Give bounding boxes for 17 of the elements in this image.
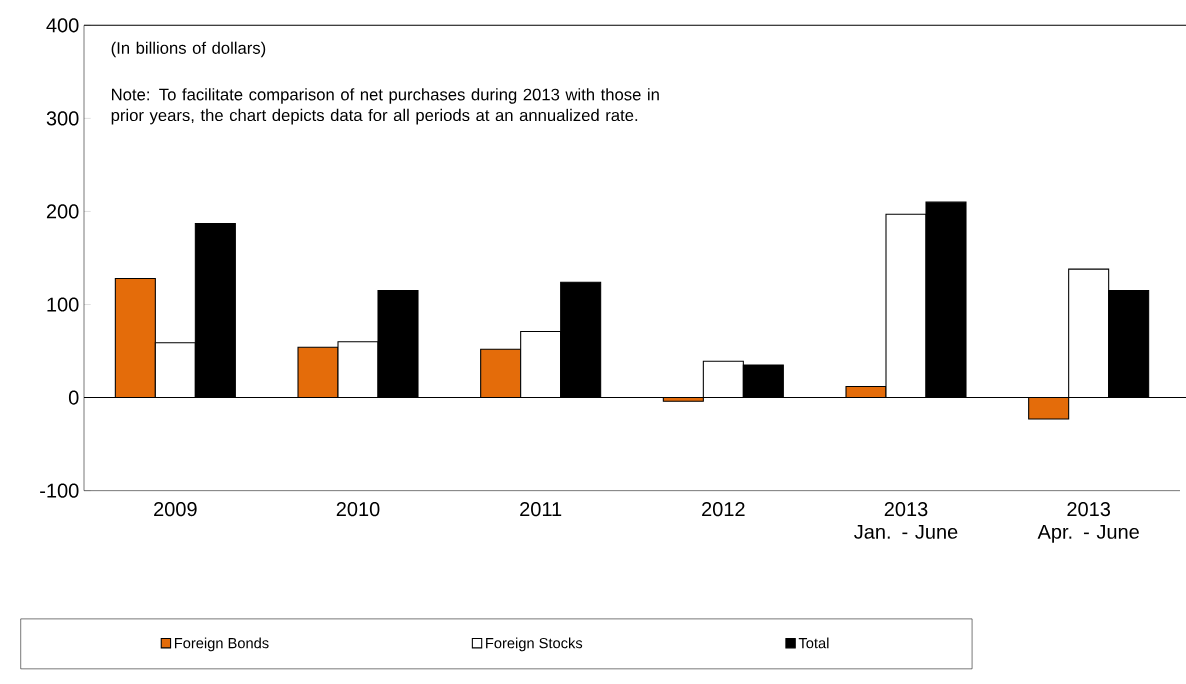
y-tick-label: 300 (46, 111, 79, 126)
x-tick-label: 2012 (702, 502, 745, 517)
y-tick-label: -100 (40, 483, 79, 498)
y-tick-label: 400 (46, 18, 79, 33)
x-tick-label: 2013 Apr. - June (1037, 502, 1139, 543)
legend-label: Foreign Bonds (174, 637, 269, 652)
x-tick-label: 2009 (154, 502, 197, 517)
annotation: (In billions of dollars) (111, 41, 266, 58)
legend-label: Foreign Stocks (486, 637, 583, 652)
x-tick-label: 2011 (520, 502, 562, 517)
y-tick-label: 100 (47, 297, 79, 312)
legend-label: Total (798, 637, 829, 649)
y-tick-label: 0 (68, 390, 79, 405)
y-tick-label: 200 (46, 204, 79, 219)
x-tick-label: 2013 Jan. - June (854, 502, 958, 539)
annotation: Note: To facilitate comparison of net purchases during 2013 with those in prior years, the chart depicts data for all periods at an annualized rate. (111, 88, 659, 125)
x-tick-label: 2010 (336, 502, 380, 517)
